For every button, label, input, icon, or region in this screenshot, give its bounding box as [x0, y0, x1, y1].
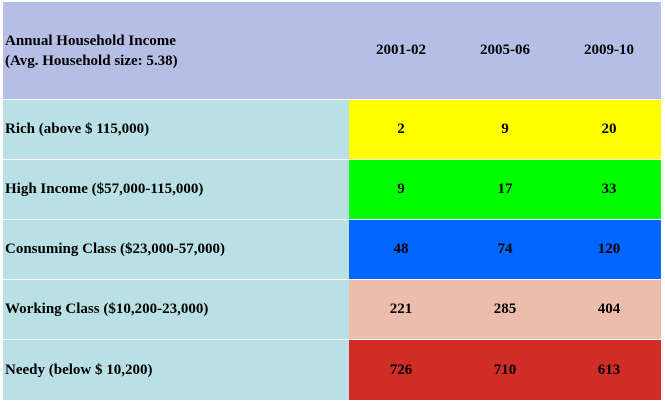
consuming-class-value-2009-10: 120 [557, 219, 661, 279]
rich-value-2005-06: 9 [453, 99, 557, 159]
rich-value-2001-02: 2 [349, 99, 453, 159]
working-class-value-2005-06: 285 [453, 279, 557, 339]
row-label-high-income: High Income ($57,000-115,000) [3, 159, 349, 219]
row-label-needy: Needy (below $ 10,200) [3, 339, 349, 400]
income-table: Annual Household Income (Avg. Household … [3, 2, 661, 400]
needy-value-2009-10: 613 [557, 339, 661, 400]
header-title-line1: Annual Household Income [5, 32, 176, 49]
row-label-rich: Rich (above $ 115,000) [3, 99, 349, 159]
consuming-class-value-2005-06: 74 [453, 219, 557, 279]
working-class-value-2009-10: 404 [557, 279, 661, 339]
working-class-value-2001-02: 221 [349, 279, 453, 339]
row-label-consuming-class: Consuming Class ($23,000-57,000) [3, 219, 349, 279]
header-title-line2: (Avg. Household size: 5.38) [5, 52, 178, 69]
header-year-2009-10: 2009-10 [557, 2, 661, 99]
header-year-2005-06: 2005-06 [453, 2, 557, 99]
header-title-cell: Annual Household Income (Avg. Household … [3, 2, 349, 99]
high-income-value-2009-10: 33 [557, 159, 661, 219]
needy-value-2005-06: 710 [453, 339, 557, 400]
rich-value-2009-10: 20 [557, 99, 661, 159]
high-income-value-2001-02: 9 [349, 159, 453, 219]
header-year-2001-02: 2001-02 [349, 2, 453, 99]
high-income-value-2005-06: 17 [453, 159, 557, 219]
consuming-class-value-2001-02: 48 [349, 219, 453, 279]
row-label-working-class: Working Class ($10,200-23,000) [3, 279, 349, 339]
needy-value-2001-02: 726 [349, 339, 453, 400]
